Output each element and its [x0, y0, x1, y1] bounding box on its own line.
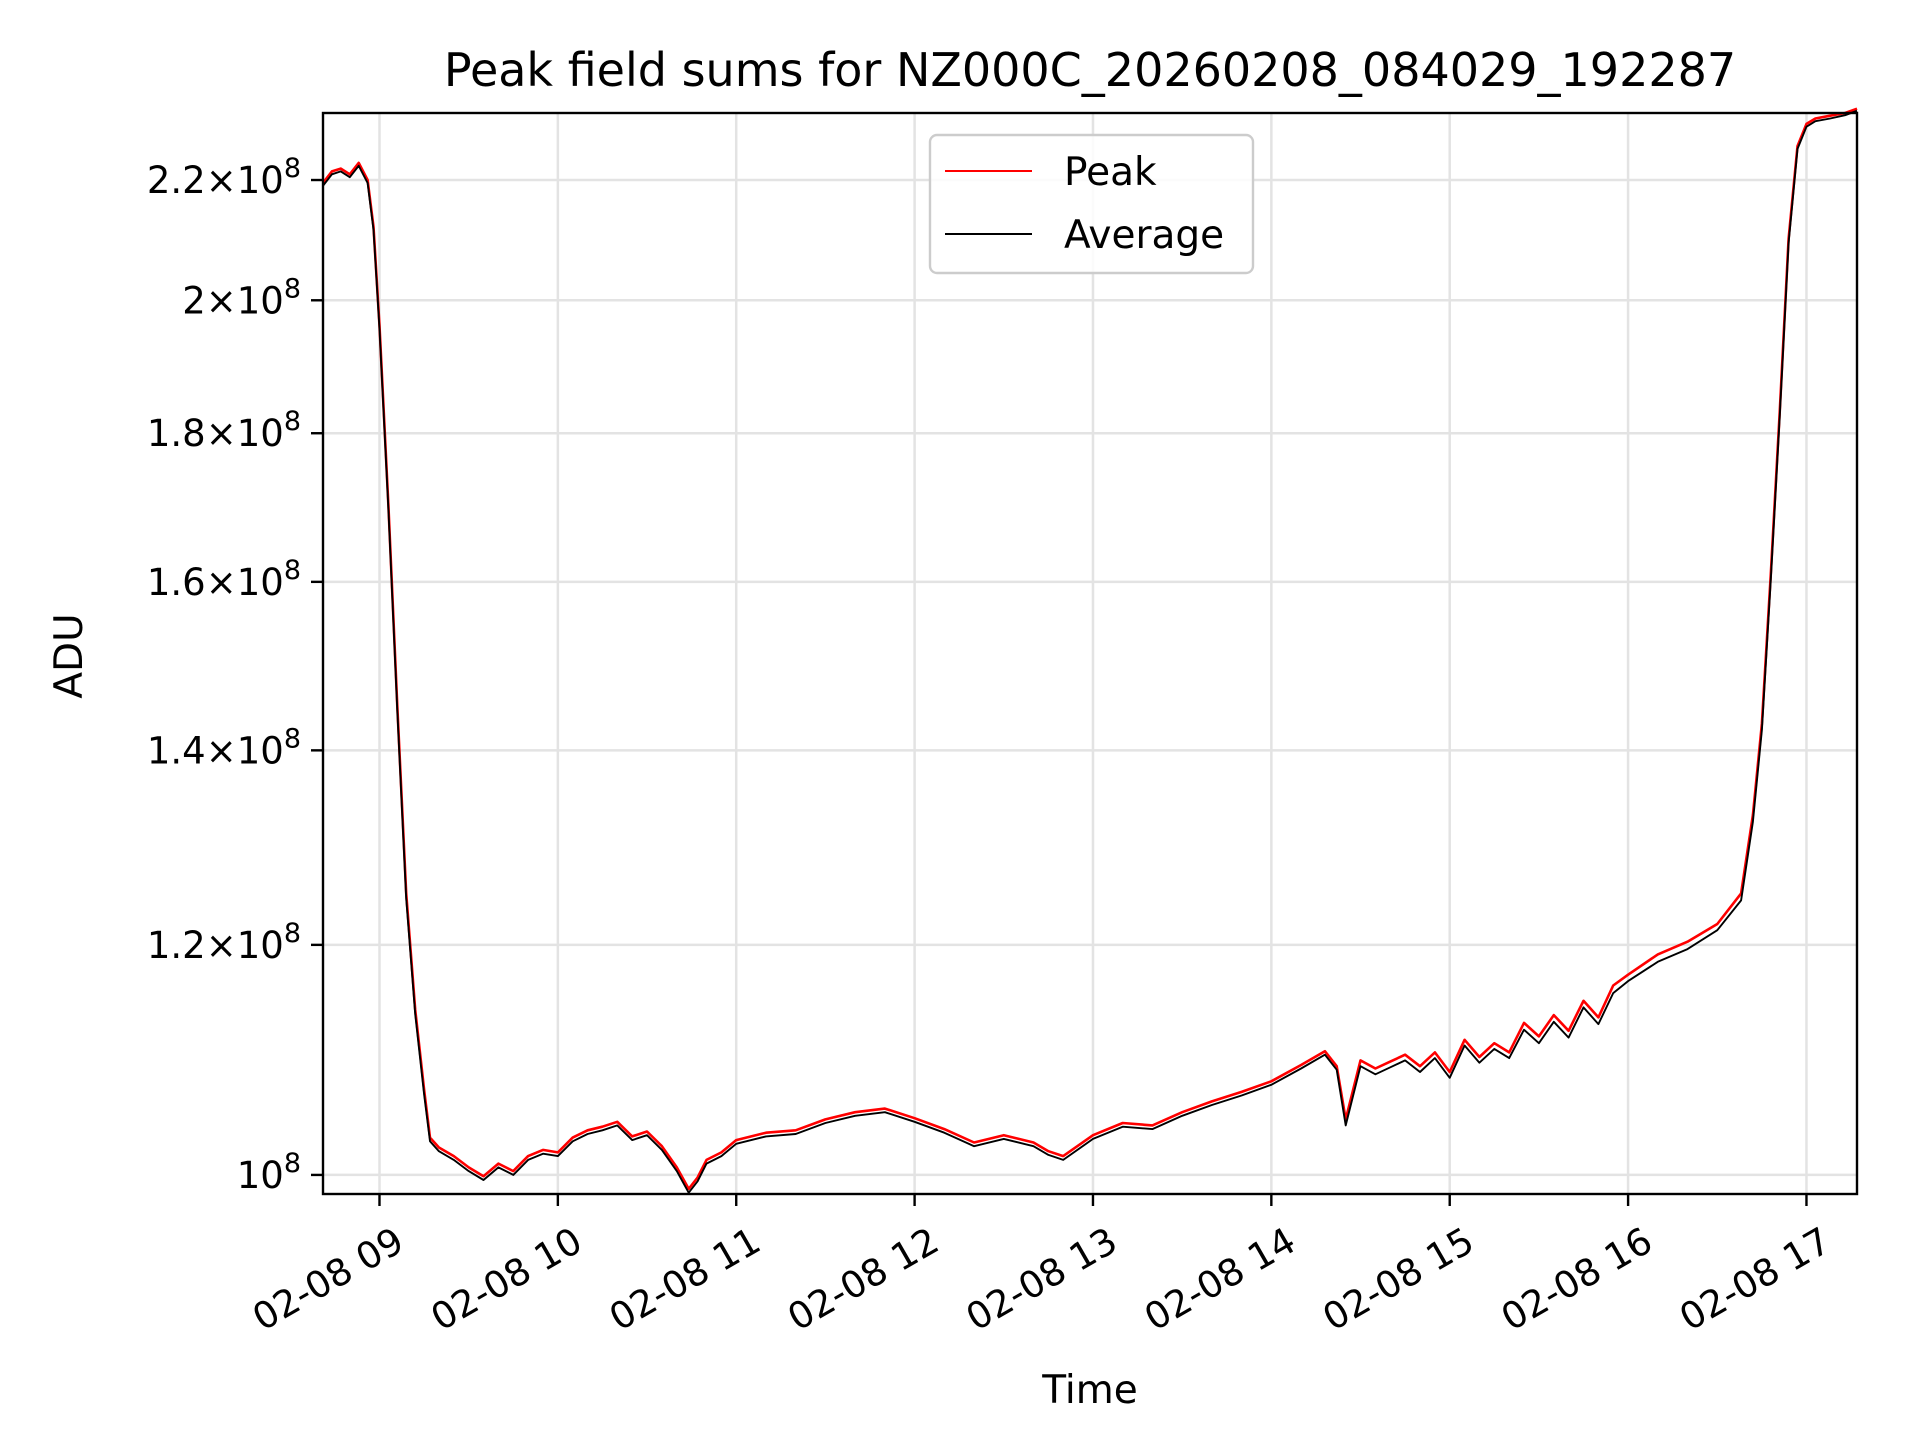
y-tick-label: 1.2×108	[147, 918, 301, 967]
chart-title: Peak field sums for NZ000C_20260208_0840…	[444, 43, 1736, 97]
y-tick-label: 1.8×108	[147, 406, 301, 455]
y-axis-label: ADU	[47, 613, 92, 698]
series-line-average	[322, 109, 1858, 1194]
legend-box	[928, 133, 1255, 275]
y-tick-label: 1.6×108	[147, 555, 301, 604]
y-tick-label: 2.2×108	[147, 153, 301, 202]
series-layer	[321, 107, 1858, 1194]
y-tick-label: 2×108	[182, 273, 301, 322]
legend: Peak Average	[928, 133, 1255, 275]
y-tick-label: 108	[237, 1148, 301, 1197]
legend-label-average: Average	[1064, 213, 1224, 258]
series-line-peak	[321, 107, 1858, 1191]
legend-label-peak: Peak	[1064, 150, 1157, 195]
x-axis-label: Time	[1041, 1368, 1137, 1413]
grid	[323, 113, 1857, 1194]
y-tick-label: 1.4×108	[147, 723, 301, 772]
plot-frame	[321, 111, 1859, 1196]
y-axis-ticks: 108 1.2×108 1.4×108 1.6×108 1.8×108 2×108 2.2×…	[147, 153, 323, 1197]
